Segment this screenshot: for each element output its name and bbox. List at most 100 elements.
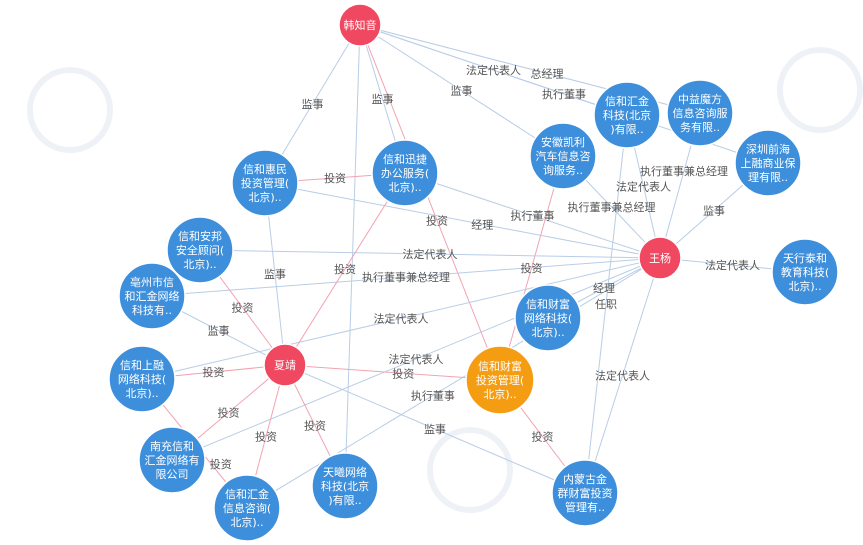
- node-label: 王杨: [649, 251, 671, 265]
- edge-label: 投资: [218, 406, 240, 420]
- edge-label: 执行董事兼总经理: [568, 200, 656, 214]
- node-label: 南充信和: [150, 439, 194, 453]
- node-label: 北京)..: [183, 257, 216, 271]
- edge-label: 投资: [532, 430, 554, 444]
- edge-line: [404, 172, 661, 259]
- edge-label: 法定代表人: [389, 352, 444, 366]
- edge-label: 法定代表人: [466, 63, 521, 77]
- edge-label: 执行董事兼总经理: [362, 270, 450, 284]
- edge-line: [584, 114, 628, 494]
- edge-label: 投资: [210, 457, 232, 471]
- edge-line: [284, 172, 406, 366]
- node-label: 科技(北京: [603, 108, 651, 122]
- edge-line: [246, 257, 661, 509]
- node-label: 办公服务(: [381, 167, 429, 180]
- node-label: 北京)..: [388, 180, 421, 194]
- node-label: 信和财富: [478, 359, 522, 373]
- node-label: 科技(北京: [321, 479, 369, 493]
- edge-label: 经理: [593, 282, 615, 295]
- company-node-circle: [666, 79, 734, 147]
- edge-label: 监事: [372, 93, 394, 106]
- company-node-circle: [138, 426, 206, 494]
- edge-label: 执行董事: [542, 87, 586, 101]
- node-label: 信和上融: [120, 359, 164, 372]
- edge-label: 法定代表人: [616, 180, 671, 194]
- edge-line: [284, 364, 501, 381]
- edge-label: 投资: [521, 261, 543, 275]
- edge-line: [344, 24, 361, 487]
- node-wy[interactable]: 王杨: [638, 236, 682, 280]
- person-node-circle: [263, 343, 307, 387]
- node-label: 北京)..: [483, 387, 516, 401]
- edge-line: [284, 364, 586, 494]
- node-label: 信和迅捷: [383, 152, 427, 166]
- edge-label: 投资: [304, 419, 326, 433]
- node-label: 限公司: [156, 468, 189, 481]
- company-node-circle: [118, 262, 186, 330]
- node-label: 信和惠民: [243, 162, 287, 176]
- edge-label: 执行董事兼总经理: [640, 164, 728, 178]
- node-label: 群财富投资: [558, 486, 613, 500]
- edge-label: 执行董事: [511, 209, 555, 223]
- edge-line: [141, 257, 661, 380]
- node-label: 和汇金网络: [125, 289, 180, 303]
- edge-label: 执行董事: [411, 389, 455, 403]
- edge-label: 法定代表人: [374, 312, 429, 326]
- node-label: 北京)..: [248, 190, 281, 204]
- edge-label: 投资: [426, 213, 448, 227]
- node-label: 北京)..: [230, 515, 263, 529]
- node-label: 夏靖: [274, 359, 296, 372]
- person-node-circle: [338, 3, 382, 47]
- edge-line: [359, 24, 564, 157]
- edge-line: [584, 257, 661, 494]
- node-label: 深圳前海: [746, 142, 790, 156]
- node-label: 信和财富: [526, 297, 570, 311]
- edge-label: 投资: [203, 365, 225, 379]
- node-label: 网络科技(: [118, 372, 166, 386]
- edge-label: 投资: [334, 262, 356, 276]
- node-label: 北京)..: [788, 279, 821, 293]
- edge-label: 监事: [302, 98, 324, 111]
- node-label: 北京)..: [531, 325, 564, 339]
- node-label: 务有限..: [680, 120, 720, 134]
- focus-node-circle: [465, 345, 535, 415]
- edge-label: 投资: [324, 171, 346, 185]
- edge-line: [359, 24, 501, 381]
- company-node-circle: [213, 474, 281, 542]
- node-label: 上融商业保: [741, 156, 796, 170]
- node-xj[interactable]: 夏靖: [263, 343, 307, 387]
- edge-label: 投资: [255, 430, 277, 444]
- node-label: 韩知音: [344, 18, 377, 32]
- node-label: 天曦网络: [323, 465, 367, 479]
- node-label: 教育科技(: [781, 265, 829, 279]
- node-label: 理有限..: [748, 170, 788, 184]
- node-hzy[interactable]: 韩知音: [338, 3, 382, 47]
- node-label: 信息咨询(: [223, 501, 271, 515]
- node-label: 北京)..: [125, 386, 158, 400]
- company-node-circle: [166, 216, 234, 284]
- node-label: 询服务..: [543, 164, 583, 177]
- watermark: [27, 47, 863, 513]
- edge-label: 监事: [424, 423, 446, 436]
- node-label: 内蒙古金: [563, 472, 607, 486]
- edge-line: [199, 249, 661, 259]
